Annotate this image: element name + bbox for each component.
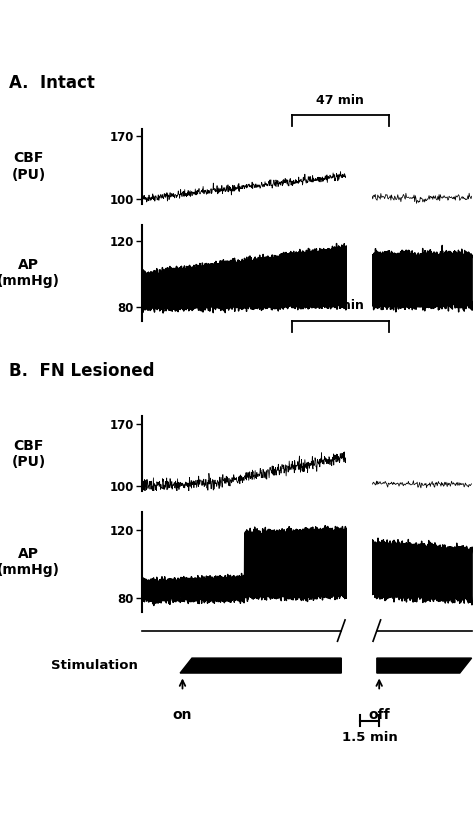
Polygon shape	[180, 658, 341, 673]
Text: 47 min: 47 min	[316, 93, 364, 107]
Text: Stimulation: Stimulation	[51, 659, 137, 672]
Text: off: off	[368, 708, 390, 722]
Text: on: on	[173, 708, 192, 722]
Text: CBF
(PU): CBF (PU)	[11, 152, 46, 182]
Polygon shape	[377, 658, 472, 673]
Text: CBF
(PU): CBF (PU)	[11, 439, 46, 469]
Text: B.  FN Lesioned: B. FN Lesioned	[9, 362, 155, 380]
Text: 47 min: 47 min	[316, 299, 364, 312]
Text: A.  Intact: A. Intact	[9, 74, 95, 92]
Text: AP
(mmHg): AP (mmHg)	[0, 547, 60, 577]
Text: 1.5 min: 1.5 min	[342, 731, 398, 745]
Text: AP
(mmHg): AP (mmHg)	[0, 258, 60, 288]
